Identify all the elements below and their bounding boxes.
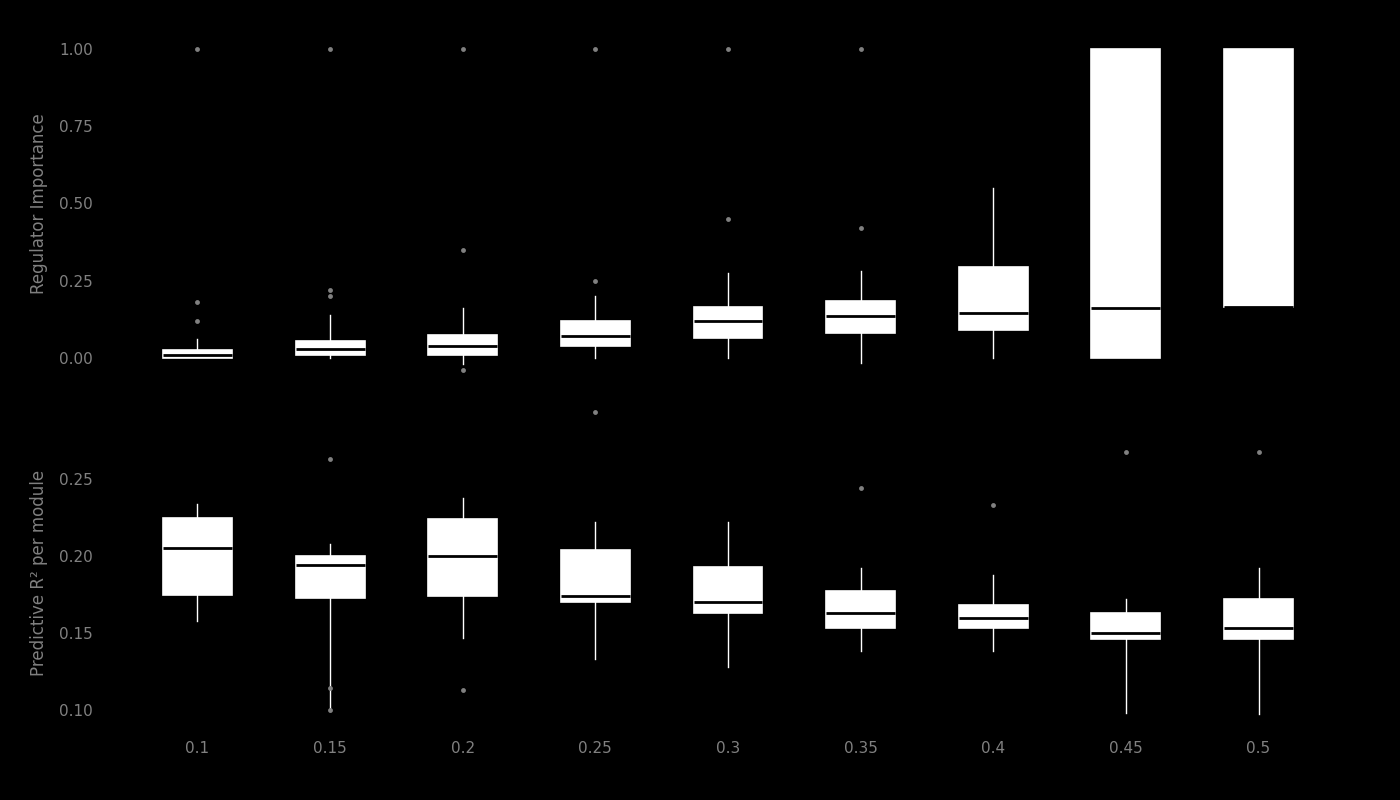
Bar: [1092, 49, 1161, 358]
Bar: [693, 567, 763, 613]
Bar: [295, 341, 364, 354]
Bar: [693, 307, 763, 338]
Bar: [1092, 613, 1161, 639]
Bar: [826, 301, 895, 333]
Bar: [162, 350, 232, 358]
Bar: [1224, 49, 1294, 307]
Bar: [428, 334, 497, 354]
Bar: [295, 556, 364, 598]
Bar: [1224, 599, 1294, 639]
Bar: [428, 519, 497, 596]
Bar: [826, 591, 895, 628]
Bar: [561, 321, 630, 346]
Y-axis label: Regulator Importance: Regulator Importance: [31, 113, 48, 294]
Bar: [561, 550, 630, 602]
Bar: [162, 518, 232, 594]
Bar: [959, 266, 1028, 330]
Bar: [959, 606, 1028, 628]
Y-axis label: Predictive R² per module: Predictive R² per module: [31, 470, 48, 676]
